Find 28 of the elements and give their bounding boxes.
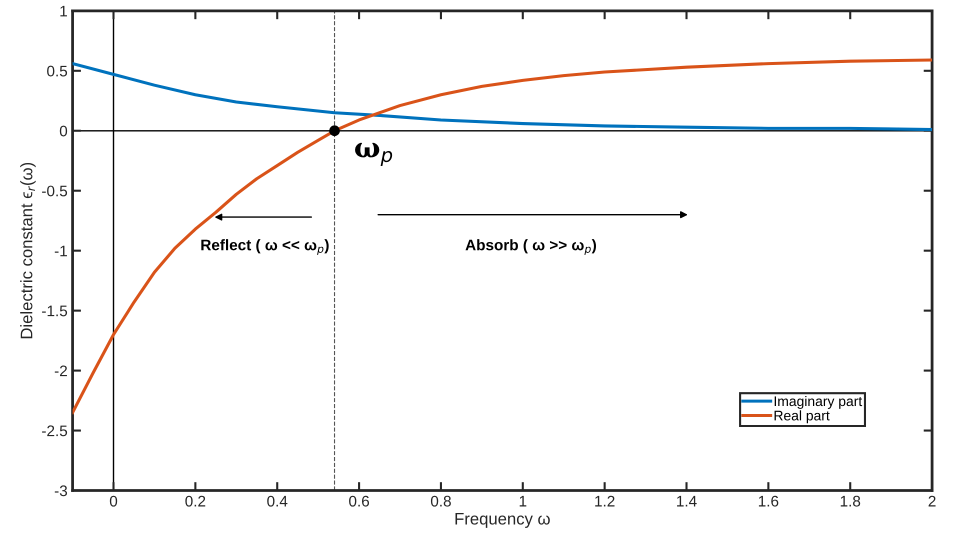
y-tick-label: -3 bbox=[54, 485, 68, 496]
x-tick-label: 1.2 bbox=[595, 496, 615, 506]
x-tick-label: 1 bbox=[520, 496, 526, 506]
annotation: Reflect ( ω << ω$_{p}$) bbox=[201, 239, 329, 255]
y-tick-label: -1.5 bbox=[42, 306, 68, 316]
y-tick-label: 0 bbox=[60, 126, 68, 136]
x-tick-label: 0.6 bbox=[349, 496, 370, 507]
x-tick-label: 0.2 bbox=[185, 496, 206, 507]
legend-label: Imaginary part bbox=[774, 396, 862, 409]
annotation: Absorb ( ω >> ω$_{p}$) bbox=[466, 239, 596, 255]
x-axis-title: Frequency ω bbox=[456, 513, 550, 528]
y-axis-title: Dielectric constant ϵ$_{r}$(ω) bbox=[20, 162, 36, 338]
x-tick-label: 1.6 bbox=[758, 496, 778, 507]
x-tick-label: 2 bbox=[928, 496, 936, 506]
y-tick-label: 0.5 bbox=[47, 66, 68, 76]
legend-label: Real part bbox=[774, 410, 830, 424]
y-tick-label: -1 bbox=[54, 246, 67, 256]
line-series bbox=[72, 62, 932, 132]
x-tick-label: 0.8 bbox=[430, 496, 451, 507]
y-tick-label: 1 bbox=[60, 6, 67, 16]
x-tick-label: 0.4 bbox=[267, 496, 288, 507]
annotation: ω$_{p}$ bbox=[355, 142, 392, 166]
y-tick-label: -2 bbox=[54, 365, 67, 376]
y-tick-label: -2.5 bbox=[42, 425, 68, 436]
x-tick-label: 0 bbox=[110, 496, 118, 507]
x-tick-label: 1.4 bbox=[677, 496, 697, 506]
x-tick-label: 1.8 bbox=[840, 496, 860, 507]
y-tick-label: -0.5 bbox=[42, 186, 68, 196]
